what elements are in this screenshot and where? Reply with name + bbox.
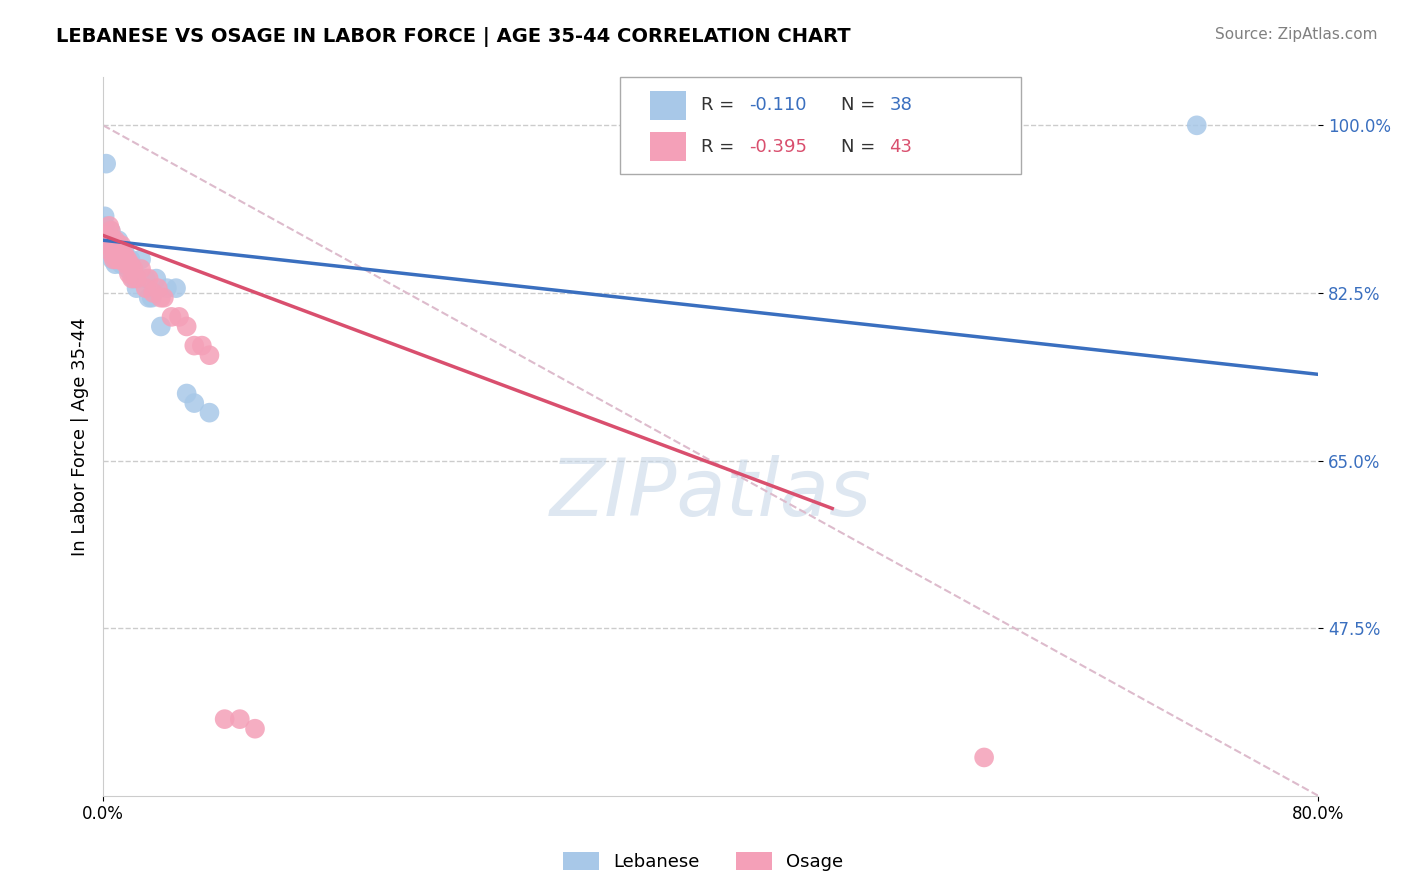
Point	[100, 224, 122, 238]
Point	[115, 257, 138, 271]
Point	[160, 310, 183, 324]
Point	[153, 291, 176, 305]
Point	[96, 156, 118, 170]
Point	[110, 238, 132, 252]
Point	[103, 238, 125, 252]
Point	[1185, 119, 1208, 133]
Point	[142, 285, 165, 300]
Y-axis label: In Labor Force | Age 35-44: In Labor Force | Age 35-44	[72, 318, 89, 556]
Point	[117, 262, 139, 277]
Point	[101, 233, 124, 247]
Point	[149, 319, 172, 334]
Point	[101, 238, 124, 252]
Point	[122, 271, 145, 285]
Point	[138, 291, 160, 305]
Point	[115, 257, 138, 271]
Text: Source: ZipAtlas.com: Source: ZipAtlas.com	[1215, 27, 1378, 42]
Point	[105, 252, 128, 267]
Point	[214, 712, 236, 726]
Text: 38: 38	[890, 96, 912, 114]
FancyBboxPatch shape	[650, 132, 686, 161]
Point	[125, 271, 148, 285]
Point	[176, 319, 198, 334]
Point	[105, 238, 128, 252]
Point	[101, 252, 124, 267]
Point	[104, 243, 127, 257]
Point	[121, 271, 143, 285]
Point	[135, 271, 157, 285]
Text: -0.395: -0.395	[749, 137, 807, 155]
Point	[117, 252, 139, 267]
Point	[93, 228, 115, 243]
Point	[111, 257, 134, 271]
Point	[167, 310, 190, 324]
Point	[93, 219, 115, 233]
Text: R =: R =	[702, 137, 740, 155]
Point	[183, 338, 205, 352]
Point	[183, 396, 205, 410]
Point	[108, 243, 131, 257]
Point	[101, 247, 124, 261]
FancyBboxPatch shape	[620, 78, 1021, 175]
Point	[107, 238, 129, 252]
Point	[103, 233, 125, 247]
Point	[149, 291, 172, 305]
Point	[129, 262, 152, 277]
Point	[198, 348, 221, 362]
Point	[198, 406, 221, 420]
Point	[141, 291, 163, 305]
Text: LEBANESE VS OSAGE IN LABOR FORCE | AGE 35-44 CORRELATION CHART: LEBANESE VS OSAGE IN LABOR FORCE | AGE 3…	[56, 27, 851, 46]
Point	[107, 233, 129, 247]
Point	[125, 281, 148, 295]
Text: ZIPatlas: ZIPatlas	[550, 455, 872, 533]
Text: -0.110: -0.110	[749, 96, 807, 114]
Point	[107, 247, 129, 261]
Point	[104, 257, 127, 271]
Legend: Lebanese, Osage: Lebanese, Osage	[555, 845, 851, 879]
Point	[104, 247, 127, 261]
Point	[105, 252, 128, 267]
Point	[97, 233, 120, 247]
Point	[138, 271, 160, 285]
Point	[176, 386, 198, 401]
Point	[973, 750, 995, 764]
Point	[96, 238, 118, 252]
Text: N =: N =	[841, 96, 880, 114]
Point	[112, 247, 135, 261]
Point	[122, 262, 145, 277]
Point	[129, 252, 152, 267]
Point	[110, 257, 132, 271]
Point	[135, 281, 157, 295]
Text: 43: 43	[890, 137, 912, 155]
Text: R =: R =	[702, 96, 740, 114]
Point	[112, 243, 135, 257]
Point	[107, 252, 129, 267]
Point	[120, 252, 142, 267]
Point	[103, 247, 125, 261]
Point	[111, 252, 134, 267]
Point	[100, 224, 122, 238]
Point	[103, 252, 125, 267]
Point	[108, 243, 131, 257]
Point	[104, 233, 127, 247]
Point	[120, 257, 142, 271]
Point	[229, 712, 252, 726]
Point	[100, 238, 122, 252]
Point	[118, 267, 141, 281]
Point	[243, 722, 266, 736]
Point	[97, 233, 120, 247]
Point	[145, 271, 167, 285]
FancyBboxPatch shape	[650, 91, 686, 120]
Point	[146, 281, 169, 295]
Text: N =: N =	[841, 137, 880, 155]
Point	[105, 238, 128, 252]
Point	[98, 219, 121, 233]
Point	[93, 210, 115, 224]
Point	[165, 281, 187, 295]
Point	[98, 243, 121, 257]
Point	[191, 338, 214, 352]
Point	[156, 281, 179, 295]
